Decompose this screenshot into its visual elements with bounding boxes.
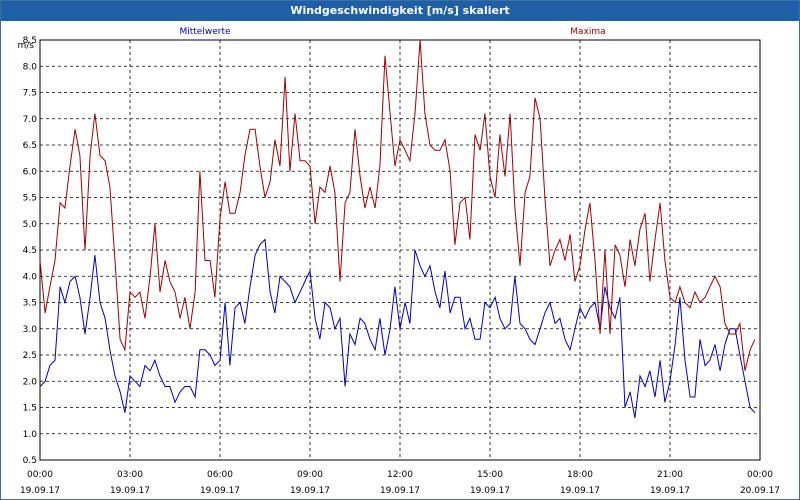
y-tick-label: 5.0 — [23, 220, 38, 230]
y-tick-label: 3.5 — [23, 299, 37, 309]
x-tick-date: 20.09.17 — [740, 486, 780, 496]
x-ticks: 00:00 19.09.17 03:00 19.09.17 06:00 19.09.17 0… — [20, 470, 780, 496]
y-tick-label: 7.5 — [23, 89, 37, 99]
y-tick-label: 1.5 — [23, 404, 37, 414]
x-tick-time: 00:00 — [747, 470, 773, 480]
y-ticks: 0.5 1.0 1.5 2.0 2.5 3.0 3.5 4.0 4.5 5.0 5.5 6.0 6.5 7… — [23, 36, 38, 466]
y-tick-label: 1.0 — [23, 430, 38, 440]
legend-mittelwerte: Mittelwerte — [179, 27, 230, 37]
y-tick-label: 8.5 — [23, 36, 37, 46]
x-tick-date: 19.09.17 — [110, 486, 150, 496]
x-tick-time: 21:00 — [657, 470, 683, 480]
plot-frame — [39, 39, 761, 461]
x-tick-time: 12:00 — [387, 470, 413, 480]
y-tick-label: 6.0 — [23, 167, 38, 177]
y-tick-label: 4.0 — [23, 272, 38, 282]
y-tick-label: 5.5 — [23, 194, 37, 204]
y-tick-label: 4.5 — [23, 246, 37, 256]
x-tick-time: 03:00 — [117, 470, 143, 480]
x-tick-date: 19.09.17 — [380, 486, 420, 496]
y-tick-label: 0.5 — [23, 456, 37, 466]
y-tick-label: 7.0 — [23, 115, 38, 125]
x-tick-time: 00:00 — [27, 470, 53, 480]
y-tick-label: 8.0 — [23, 62, 38, 72]
y-tick-label: 2.0 — [23, 377, 38, 387]
x-tick-date: 19.09.17 — [200, 486, 240, 496]
x-tick-date: 19.09.17 — [20, 486, 60, 496]
y-tick-label: 3.0 — [23, 325, 38, 335]
y-tick-label: 2.5 — [23, 351, 37, 361]
x-tick-date: 19.09.17 — [650, 486, 690, 496]
x-tick-time: 09:00 — [297, 470, 323, 480]
grid — [39, 39, 761, 461]
x-tick-time: 18:00 — [567, 470, 593, 480]
x-tick-date: 19.09.17 — [470, 486, 510, 496]
series-lines — [39, 39, 756, 419]
y-tick-label: 6.5 — [23, 141, 37, 151]
series-line-maxima — [39, 39, 756, 371]
x-tick-time: 06:00 — [207, 470, 233, 480]
x-tick-time: 15:00 — [477, 470, 503, 480]
x-tick-date: 19.09.17 — [560, 486, 600, 496]
y-axis-label: m/s — [18, 41, 35, 51]
series-line-mittelwerte — [39, 238, 756, 419]
window-title: Windgeschwindigkeit [m/s] skaliert — [1, 1, 799, 21]
x-tick-date: 19.09.17 — [290, 486, 330, 496]
legend-maxima: Maxima — [570, 27, 605, 37]
